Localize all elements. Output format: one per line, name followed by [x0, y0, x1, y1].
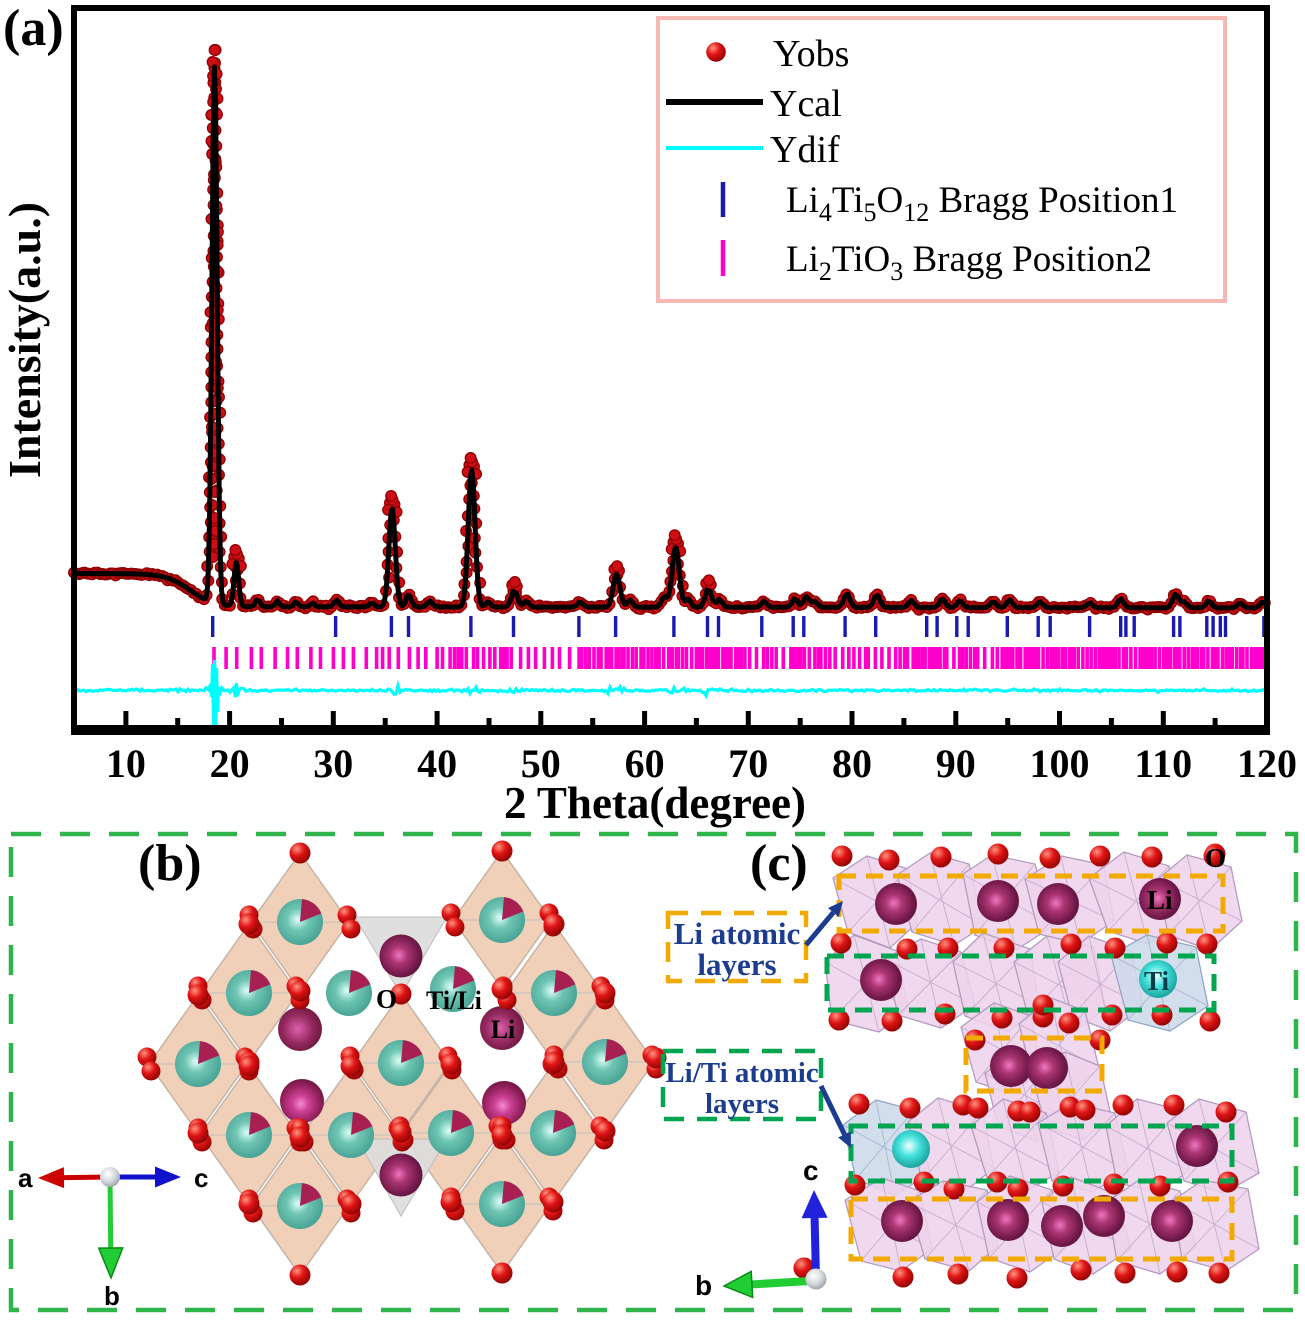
svg-text:c: c [803, 1155, 819, 1186]
svg-text:Yobs: Yobs [773, 33, 849, 75]
svg-text:40: 40 [417, 741, 457, 786]
svg-text:layers: layers [705, 1088, 779, 1120]
svg-text:(c): (c) [750, 835, 808, 892]
svg-text:(b): (b) [138, 835, 202, 892]
svg-text:10: 10 [106, 741, 146, 786]
svg-text:a: a [18, 1163, 33, 1193]
svg-text:O: O [1205, 843, 1226, 873]
svg-text:80: 80 [832, 741, 872, 786]
svg-text:b: b [695, 1270, 712, 1301]
svg-text:30: 30 [313, 741, 353, 786]
svg-text:Li atomic: Li atomic [674, 916, 801, 951]
svg-text:Li/Ti atomic: Li/Ti atomic [665, 1057, 818, 1089]
svg-text:70: 70 [728, 741, 768, 786]
svg-text:60: 60 [625, 741, 665, 786]
svg-text:2 Theta(degree): 2 Theta(degree) [504, 778, 806, 828]
svg-text:Li2TiO3 Bragg Position2: Li2TiO3 Bragg Position2 [786, 239, 1152, 286]
svg-text:Ti: Ti [1144, 966, 1170, 996]
svg-text:Ti/Li: Ti/Li [426, 986, 482, 1015]
svg-text:20: 20 [210, 741, 250, 786]
svg-text:110: 110 [1134, 741, 1192, 786]
svg-text:Li: Li [1147, 885, 1173, 915]
svg-text:Li4Ti5O12 Bragg Position1: Li4Ti5O12 Bragg Position1 [786, 180, 1178, 227]
svg-text:120: 120 [1237, 741, 1297, 786]
svg-text:Intensity(a.u.): Intensity(a.u.) [0, 202, 50, 478]
svg-text:b: b [104, 1281, 120, 1311]
svg-text:Ydif: Ydif [770, 129, 840, 171]
svg-text:(a): (a) [3, 0, 64, 57]
svg-text:c: c [194, 1163, 208, 1193]
svg-text:layers: layers [697, 947, 776, 982]
svg-text:Li: Li [491, 1015, 516, 1044]
svg-text:O: O [376, 984, 397, 1014]
svg-text:100: 100 [1030, 741, 1090, 786]
svg-text:90: 90 [936, 741, 976, 786]
svg-text:50: 50 [521, 741, 561, 786]
svg-text:Ycal: Ycal [770, 83, 842, 125]
